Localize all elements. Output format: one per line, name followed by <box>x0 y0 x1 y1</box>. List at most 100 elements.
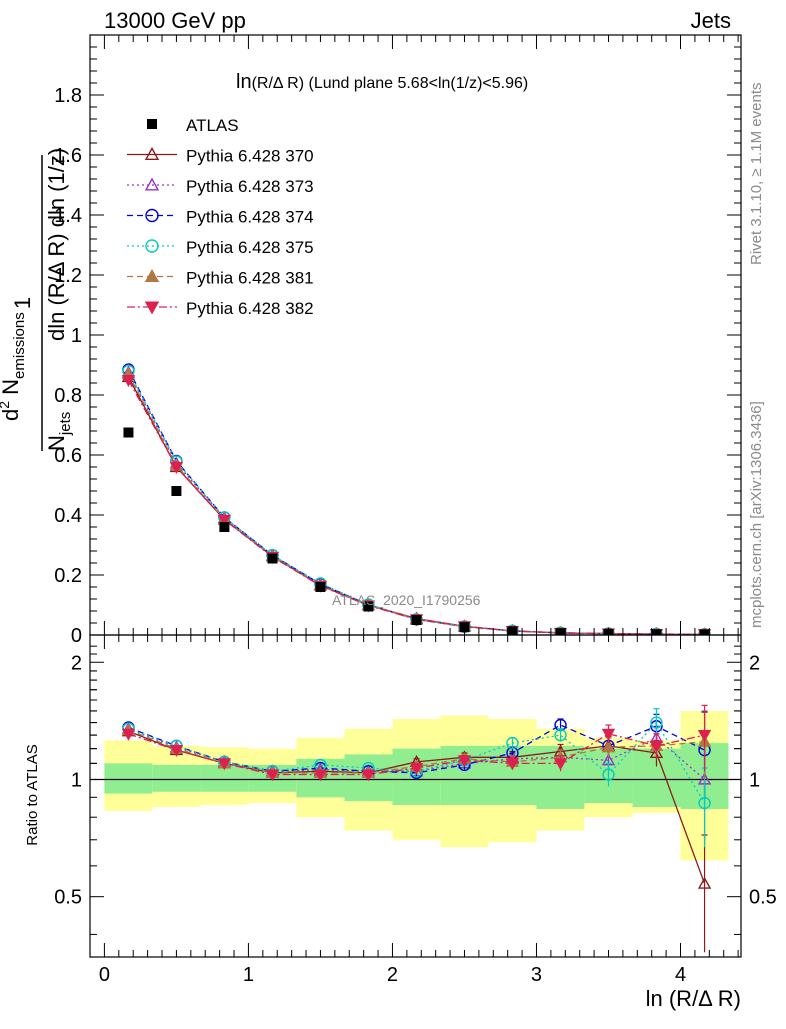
ratio-y-tick-label: 0.5 <box>54 887 82 909</box>
ratio-point <box>169 744 184 758</box>
legend-marker <box>145 239 159 253</box>
ratio-point <box>506 736 519 750</box>
y-tick-label: 1.6 <box>54 145 82 167</box>
legend: ATLAS Pythia 6.428 370 Pythia 6.428 373 Pyt… <box>127 116 314 318</box>
top-title: ln(R/Δ R) (Lund plane 5.68<ln(1/z)<5.96) <box>236 71 528 93</box>
ylabel-denominator-rest: dln (R/Δ R) dln (1/z) <box>44 148 69 341</box>
y-tick-label: 0 <box>71 625 82 647</box>
ratio-point <box>553 758 568 771</box>
atlas-point <box>507 626 518 635</box>
legend-entry: Pythia 6.428 375 <box>127 238 314 257</box>
legend-label: Pythia 6.428 381 <box>186 269 314 288</box>
legend-entry: Pythia 6.428 381 <box>127 269 314 288</box>
x-axis-label: ln (R/Δ R) <box>646 986 741 1011</box>
ratio-y-tick-label-right: 1 <box>749 769 760 791</box>
ratio-point <box>457 755 472 768</box>
ratio-point <box>121 728 136 741</box>
ratio-point <box>505 758 520 771</box>
ylabel-numerator-d2: d2 Nemissions <box>0 312 28 421</box>
ratio-point <box>554 728 567 742</box>
atlas-point <box>651 629 662 635</box>
x-tick-label: 1 <box>243 964 254 986</box>
x-tick-label: 3 <box>531 964 542 986</box>
ratio-point <box>650 716 663 729</box>
ylabel-numerator-one: 1 <box>10 297 35 309</box>
atlas-point <box>411 615 422 625</box>
top-ylabel: 1 Njets dln (R/Δ R) dln (1/z) <box>10 148 74 451</box>
ratio-bands <box>104 710 729 861</box>
legend-marker <box>144 269 160 282</box>
ratio-point <box>602 768 615 781</box>
mcplots-label: mcplots.cern.ch [arXiv:1306.3436] <box>748 401 765 628</box>
x-tick-label: 0 <box>99 964 110 986</box>
legend-marker <box>144 301 160 315</box>
legend-marker <box>147 119 157 129</box>
legend-entry: Pythia 6.428 370 <box>127 147 314 166</box>
y-tick-label: 0.6 <box>54 445 82 467</box>
ratio-point <box>697 876 712 889</box>
ratio-y-tick-label: 1 <box>71 769 82 791</box>
y-tick-label: 0.4 <box>54 505 82 527</box>
legend-label: Pythia 6.428 373 <box>186 177 314 196</box>
atlas-point <box>219 522 230 532</box>
y-tick-label: 0.8 <box>54 385 82 407</box>
bottom-frame <box>89 634 742 958</box>
legend-entry: Pythia 6.428 373 <box>127 177 314 196</box>
ratio-point <box>217 758 232 771</box>
legend-label: Pythia 6.428 374 <box>186 208 314 227</box>
atlas-point <box>699 629 710 635</box>
y-tick-label: 1 <box>71 325 82 347</box>
ylabel-denominator-n: Njets <box>44 412 74 451</box>
ratio-point <box>409 762 424 775</box>
ratio-y-tick-label-right: 0.5 <box>749 887 777 909</box>
top-ylabel-numerator: d2 Nemissions <box>0 312 28 421</box>
ratio-y-tick-label-right: 2 <box>749 652 760 674</box>
atlas-point <box>267 553 278 564</box>
header-right: Jets <box>691 8 731 33</box>
series-point <box>217 514 232 527</box>
legend-marker <box>144 147 160 161</box>
series-point <box>121 374 136 387</box>
legend-marker <box>145 208 159 223</box>
ratio-point <box>649 740 664 753</box>
header-left: 13000 GeV pp <box>104 8 246 33</box>
atlas-point <box>555 628 566 635</box>
atlas-point <box>363 601 374 612</box>
ratio-point <box>601 728 616 741</box>
tick-labels: 0 0.2 0.4 0.6 0.8 1 1.2 1.4 1.6 1.8 0 1 2 3 4 0.5 0.5 1 1 2… <box>54 85 777 986</box>
ratio-point <box>313 769 328 782</box>
legend-entry: Pythia 6.428 374 <box>127 208 314 227</box>
atlas-point <box>459 622 470 633</box>
legend-marker <box>144 177 160 191</box>
atlas-point <box>123 427 134 438</box>
legend-entry: ATLAS <box>147 116 239 135</box>
ratio-point <box>361 769 376 782</box>
atlas-point <box>171 486 182 496</box>
band-green-bin <box>104 763 153 794</box>
ratio-point <box>601 740 616 753</box>
y-tick-label: 1.4 <box>54 205 82 227</box>
y-tick-label: 1.8 <box>54 85 82 107</box>
legend-label: Pythia 6.428 375 <box>186 238 314 257</box>
axis-ticks <box>90 34 741 957</box>
x-tick-label: 2 <box>387 964 398 986</box>
band-green-bin <box>152 764 201 792</box>
rivet-version-label: Rivet 3.1.10, ≥ 1.1M events <box>748 83 765 266</box>
y-tick-label: 1.2 <box>54 265 82 287</box>
top-series-layer <box>121 363 712 635</box>
series-point <box>169 461 184 474</box>
ratio-point <box>265 769 280 782</box>
ratio-point <box>697 730 712 743</box>
y-tick-label: 0.2 <box>54 565 82 587</box>
ratio-y-tick-label: 2 <box>71 652 82 674</box>
x-tick-label: 4 <box>675 964 686 986</box>
ratio-series-layer <box>121 704 712 953</box>
legend-label: Pythia 6.428 382 <box>186 299 314 318</box>
ratio-ylabel: Ratio to ATLAS <box>24 744 41 845</box>
legend-label: ATLAS <box>186 116 239 135</box>
analysis-watermark: ATLAS_2020_I1790256 <box>332 592 481 608</box>
atlas-point <box>315 582 326 592</box>
ratio-point <box>698 796 711 810</box>
legend-label: Pythia 6.428 370 <box>186 147 314 166</box>
